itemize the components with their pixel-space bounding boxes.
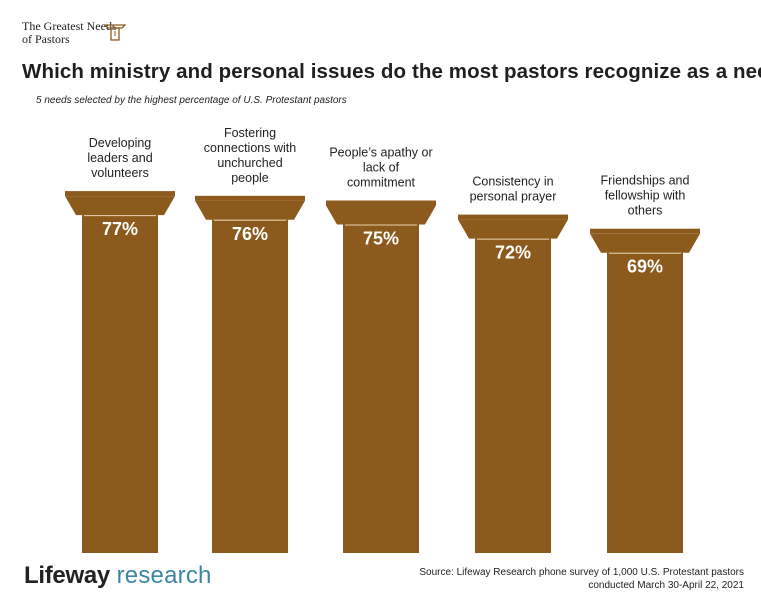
bar-capital-taper	[590, 233, 700, 253]
bar-value-label: 72%	[495, 243, 531, 263]
bar-value-label: 76%	[232, 224, 268, 244]
category-label: Fostering connections with unchurched peopl…	[204, 126, 296, 185]
category-label: People’s apathy or lack of commitment	[329, 146, 432, 190]
lifeway-research-logo: Lifeway research	[24, 562, 212, 590]
chart-title: Which ministry and personal issues do th…	[22, 60, 761, 83]
bar	[607, 252, 683, 553]
bar-value-label: 75%	[363, 229, 399, 249]
bar-value-label: 69%	[627, 257, 663, 277]
category-label: Consistency in personal prayer	[470, 175, 557, 204]
bar	[343, 224, 419, 553]
bar-capital-taper	[326, 205, 436, 225]
series-title: The Greatest Needs of Pastors	[22, 19, 117, 46]
bar	[82, 215, 158, 553]
chart-subtitle: 5 needs selected by the highest percenta…	[36, 95, 347, 106]
bar-capital-taper	[195, 200, 305, 220]
bar	[212, 219, 288, 554]
source-line-1: Source: Lifeway Research phone survey of…	[419, 567, 744, 578]
source-line-2: conducted March 30-April 22, 2021	[588, 580, 744, 591]
brand-sub: research	[116, 562, 212, 589]
bar-capital-slab	[326, 200, 436, 206]
bar-capital-taper	[458, 219, 568, 239]
lectern-icon	[104, 24, 126, 41]
category-label: Friendships and fellowship with others	[601, 174, 690, 218]
bar-capital-slab	[590, 228, 700, 234]
bar-capital-slab	[65, 191, 175, 197]
bar	[475, 238, 551, 553]
source-note: Source: Lifeway Research phone survey of…	[419, 566, 744, 592]
category-label: Developing leaders and volunteers	[87, 136, 152, 180]
bar-capital-taper	[65, 196, 175, 216]
bar-value-label: 77%	[102, 219, 138, 239]
brand-name: Lifeway	[24, 562, 110, 589]
bar-capital-slab	[195, 195, 305, 201]
bar-capital-slab	[458, 214, 568, 220]
